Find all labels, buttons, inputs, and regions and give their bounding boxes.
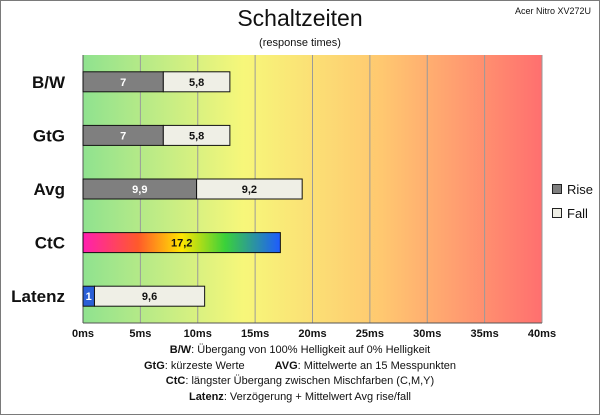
data-label: 5,8 bbox=[189, 77, 204, 89]
bar-segment bbox=[93, 285, 206, 307]
footnote-avg-key: AVG bbox=[274, 359, 298, 372]
x-tick-label: 20ms bbox=[298, 328, 326, 340]
data-label: 1 bbox=[86, 291, 92, 303]
data-label: 9,6 bbox=[142, 291, 157, 303]
x-tick-label: 5ms bbox=[129, 328, 151, 340]
x-tick-label: 10ms bbox=[184, 328, 212, 340]
footnote-gtg-text: : kürzeste Werte bbox=[164, 359, 245, 372]
footnote-ctc-text: : längster Übergang zwischen Mischfarben… bbox=[185, 375, 435, 387]
data-label: 7 bbox=[120, 77, 126, 89]
footnote-bw-key: B/W bbox=[169, 344, 192, 356]
footnote-bw-text: : Übergang von 100% Helligkeit auf 0% He… bbox=[191, 344, 431, 356]
category-label: CtC bbox=[35, 234, 65, 253]
footnote-ctc: CtC: längster Übergang zwischen Mischfar… bbox=[1, 374, 599, 390]
legend: Rise Fall bbox=[552, 177, 593, 225]
category-label: B/W bbox=[32, 73, 66, 92]
legend-item-fall: Fall bbox=[552, 201, 593, 225]
chart-subtitle: (response times) bbox=[259, 37, 341, 49]
footnote-latenz: Latenz: Verzögerung + Mittelwert Avg ris… bbox=[1, 390, 599, 406]
category-label: Avg bbox=[34, 180, 66, 199]
bar-segment bbox=[196, 178, 303, 200]
footnote-latenz-key: Latenz bbox=[188, 390, 224, 403]
footnote-gtg-avg: GtG: kürzeste Werte AVG: Mittelwerte an 1… bbox=[1, 359, 599, 375]
bar-segment bbox=[162, 124, 231, 146]
footnote-avg-text: : Mittelwerte an 15 Messpunkten bbox=[297, 359, 457, 372]
bar-segment bbox=[162, 71, 231, 93]
footnote-gtg-key: GtG bbox=[143, 359, 165, 372]
monitor-model: Acer Nitro XV272U bbox=[514, 6, 591, 16]
category-label: GtG bbox=[33, 126, 65, 145]
x-tick-label: 15ms bbox=[241, 328, 269, 340]
x-tick-label: 30ms bbox=[413, 328, 441, 340]
bar-segment bbox=[82, 232, 281, 254]
x-tick-label: 35ms bbox=[471, 328, 499, 340]
legend-swatch-rise bbox=[552, 184, 562, 194]
category-label: Latenz bbox=[11, 287, 65, 306]
labels: 0ms 5ms 10ms 15ms 20ms 25ms 30ms 35ms 40ms B/W 7 5,… bbox=[11, 73, 556, 340]
footnote-ctc-key: CtC bbox=[165, 375, 186, 387]
legend-swatch-fall bbox=[552, 208, 562, 218]
chart-title: Schaltzeiten bbox=[237, 5, 363, 31]
legend-item-rise: Rise bbox=[552, 177, 593, 201]
data-label: 5,8 bbox=[189, 130, 204, 142]
footnotes: B/W: Übergang von 100% Helligkeit auf 0%… bbox=[1, 343, 599, 405]
data-label: 9,9 bbox=[132, 184, 147, 196]
legend-label-rise: Rise bbox=[567, 181, 594, 197]
legend-label-fall: Fall bbox=[567, 205, 588, 221]
data-label: 17,2 bbox=[171, 238, 192, 250]
data-label: 9,2 bbox=[242, 184, 257, 196]
bars bbox=[82, 71, 303, 307]
footnote-latenz-text: : Verzögerung + Mittelwert Avg rise/fall bbox=[223, 390, 412, 403]
footnote-bw: B/W: Übergang von 100% Helligkeit auf 0%… bbox=[1, 343, 599, 359]
x-tick-label: 0ms bbox=[72, 328, 94, 340]
x-tick-label: 25ms bbox=[356, 328, 384, 340]
x-tick-label: 40ms bbox=[528, 328, 556, 340]
data-label: 7 bbox=[120, 130, 126, 142]
